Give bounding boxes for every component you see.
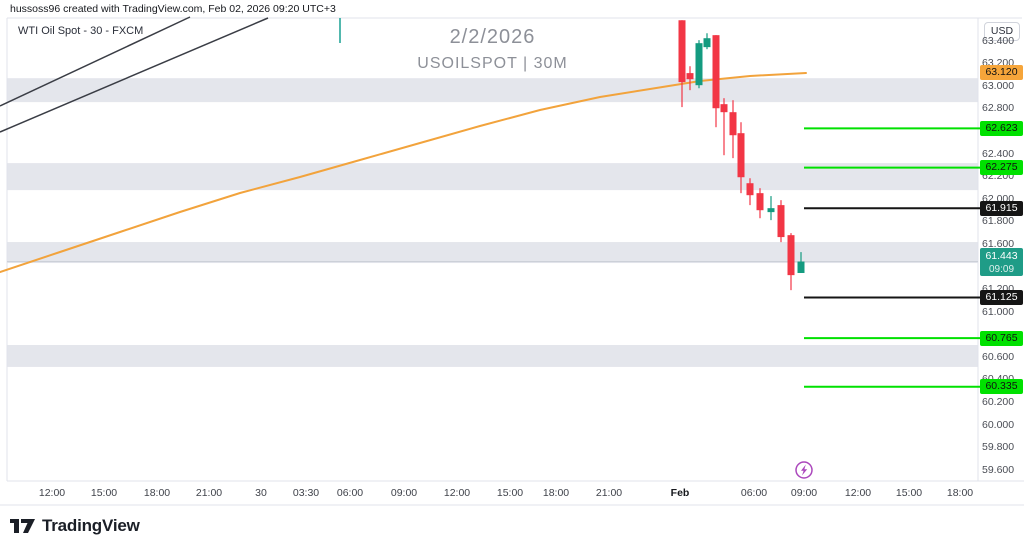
price-tick-label: 61.600 [982,237,1015,250]
time-tick-label: 12:00 [443,487,471,499]
tradingview-logo-text: TradingView [42,516,140,535]
price-tick-label: 61.800 [982,215,1015,228]
candle-body [686,73,694,80]
time-tick-label: 06:00 [740,487,768,499]
price-tick-label: 59.600 [982,463,1015,476]
price-zone[interactable] [7,345,978,367]
price-tick-label: 61.000 [982,305,1015,318]
time-tick-label: 15:00 [90,487,118,499]
candle-body [712,35,720,109]
trend-line[interactable] [0,16,191,107]
time-tick-label: 18:00 [143,487,171,499]
price-tick-label: 60.000 [982,418,1015,431]
price-tick-label: 59.800 [982,441,1015,454]
candle-body [787,235,795,276]
attribution-text: hussoss96 created with TradingView.com, … [10,3,336,15]
candle-body [678,20,686,83]
lightning-icon [801,464,808,476]
price-tick-label: 62.400 [982,147,1015,160]
price-level-label: 60.765 [980,330,1023,346]
candle-body [737,133,745,178]
symbol-title: WTI Oil Spot - 30 - FXCM [18,25,144,37]
candle-body [797,261,805,273]
price-tick-label: 60.200 [982,395,1015,408]
time-tick-label: 15:00 [496,487,524,499]
time-tick-label: 12:00 [844,487,872,499]
currency-toggle-button[interactable]: USD [984,22,1020,41]
price-tick-label: 63.400 [982,34,1015,47]
time-tick-label: 30 [255,487,267,499]
price-zone[interactable] [7,78,978,103]
candle-body [767,208,775,213]
time-tick-label: 06:00 [336,487,364,499]
tradingview-logo[interactable]: TradingView [10,516,140,536]
time-tick-label: Feb [670,487,690,499]
candle-body [703,38,711,48]
price-tick-label: 62.800 [982,102,1015,115]
price-level-label: 60.335 [980,379,1023,395]
price-zone[interactable] [7,242,978,264]
tradingview-logo-icon [10,519,35,533]
time-tick-label: 09:00 [390,487,418,499]
time-tick-label: 12:00 [38,487,66,499]
price-tick-label: 63.000 [982,79,1015,92]
candle-body [777,205,785,238]
price-level-label: 63.120 [980,64,1023,80]
time-tick-label: 18:00 [946,487,974,499]
trend-line[interactable] [0,17,269,133]
candle-body [695,43,703,86]
candle-body [756,193,764,211]
candle-body [746,183,754,196]
current-price-label: 61.443 09:09 [980,247,1023,276]
time-tick-label: 09:00 [790,487,818,499]
time-tick-label: 21:00 [595,487,623,499]
price-level-label: 62.623 [980,120,1023,136]
time-tick-label: 21:00 [195,487,223,499]
price-level-label: 62.275 [980,160,1023,176]
time-tick-label: 03:30 [292,487,320,499]
time-tick-label: 18:00 [542,487,570,499]
moving-average-line[interactable] [0,72,807,273]
bar-countdown: 09:09 [988,263,1015,275]
price-tick-label: 60.600 [982,350,1015,363]
price-level-label: 61.125 [980,289,1023,305]
candle-body [729,112,737,136]
time-tick-label: 15:00 [895,487,923,499]
price-level-label: 61.915 [980,200,1023,216]
candle-body [720,104,728,113]
